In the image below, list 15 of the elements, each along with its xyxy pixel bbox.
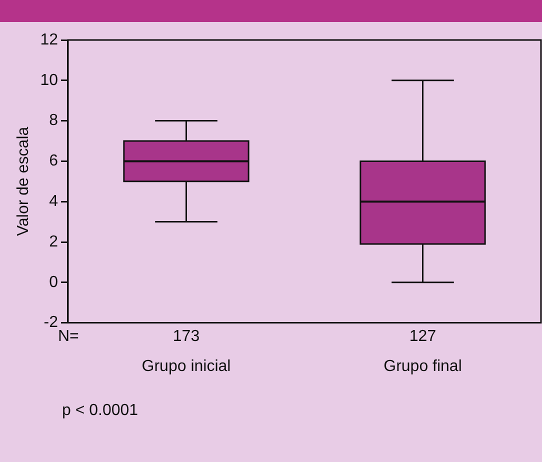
y-axis-title: Valor de escala — [15, 126, 32, 236]
text: p < 0.0001 — [62, 402, 138, 420]
y-tick-label: 2 — [49, 233, 58, 250]
y-tick-label: -2 — [44, 314, 58, 332]
y-tick-label: 8 — [49, 112, 58, 130]
text: 173 — [172, 328, 200, 346]
y-tick-label: 0 — [49, 274, 58, 291]
x-tick-label: Grupo final — [384, 358, 462, 375]
x-tick-label: Grupo inicial — [142, 358, 231, 375]
y-tick-label: 6 — [49, 152, 58, 170]
y-tick-label: 4 — [49, 193, 58, 210]
text: 127 — [409, 328, 436, 346]
y-tick-label: 12 — [40, 31, 58, 48]
y-tick-label: 10 — [40, 72, 58, 89]
text: N= — [58, 328, 79, 346]
